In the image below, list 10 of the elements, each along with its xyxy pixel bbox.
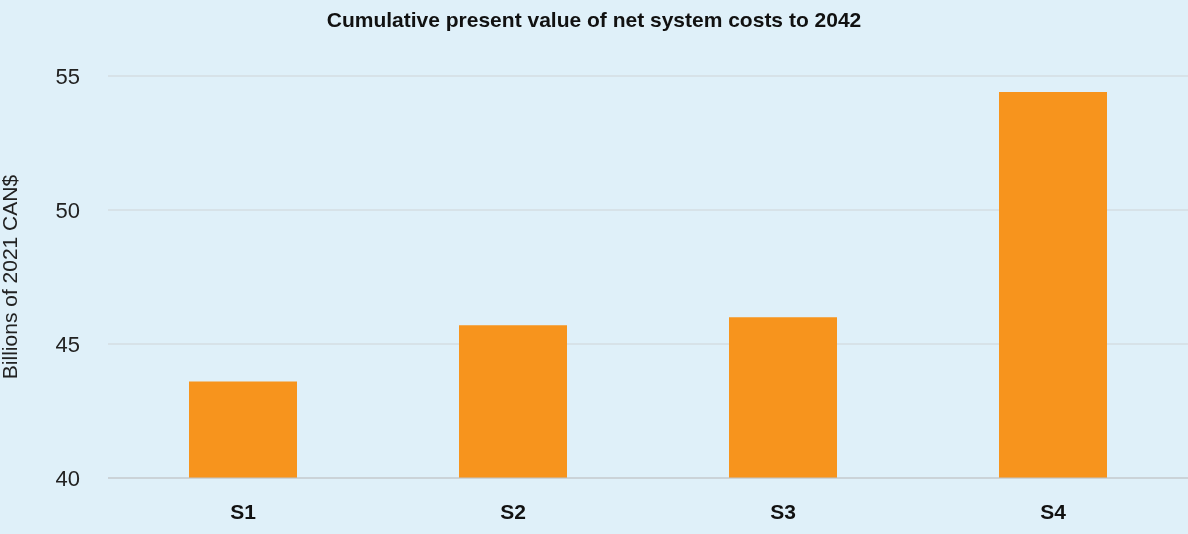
y-tick-label: 50	[55, 197, 80, 223]
y-axis-title: Billions of 2021 CAN$	[0, 174, 22, 380]
x-tick-label: S1	[230, 499, 257, 523]
x-tick-label: S2	[500, 499, 526, 523]
x-tick-label: S3	[770, 499, 796, 523]
x-tick-label: S4	[1040, 499, 1067, 523]
y-tick-label: 40	[55, 465, 80, 491]
y-tick-label: 45	[55, 331, 80, 357]
y-tick-label: 55	[55, 63, 80, 89]
chart-title: Cumulative present value of net system costs to 2042	[325, 8, 863, 32]
